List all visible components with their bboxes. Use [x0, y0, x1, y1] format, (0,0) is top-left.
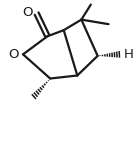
Text: H: H — [123, 48, 133, 61]
Text: O: O — [8, 48, 19, 61]
Text: O: O — [23, 6, 33, 19]
